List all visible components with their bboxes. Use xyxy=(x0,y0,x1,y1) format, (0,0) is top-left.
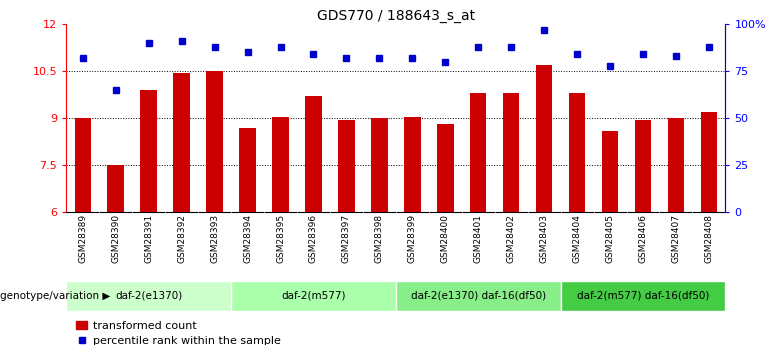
Text: GSM28396: GSM28396 xyxy=(309,214,318,263)
Text: GSM28389: GSM28389 xyxy=(78,214,87,263)
Bar xyxy=(66,281,231,310)
Text: GSM28401: GSM28401 xyxy=(473,214,483,263)
Title: GDS770 / 188643_s_at: GDS770 / 188643_s_at xyxy=(317,9,475,23)
Bar xyxy=(470,93,487,212)
Bar xyxy=(75,118,91,212)
Bar xyxy=(569,93,585,212)
Text: GSM28392: GSM28392 xyxy=(177,214,186,263)
Text: daf-2(e1370): daf-2(e1370) xyxy=(115,291,183,301)
Text: daf-2(m577): daf-2(m577) xyxy=(282,291,346,301)
Text: GSM28403: GSM28403 xyxy=(540,214,548,263)
Text: GSM28397: GSM28397 xyxy=(342,214,351,263)
Text: GSM28404: GSM28404 xyxy=(573,214,582,263)
Bar xyxy=(239,128,256,212)
Bar xyxy=(404,117,420,212)
Text: GSM28405: GSM28405 xyxy=(605,214,615,263)
Text: GSM28399: GSM28399 xyxy=(408,214,417,263)
Bar xyxy=(173,73,190,212)
Bar xyxy=(231,281,396,310)
Text: daf-2(m577) daf-16(df50): daf-2(m577) daf-16(df50) xyxy=(577,291,709,301)
Bar xyxy=(272,117,289,212)
Text: GSM28402: GSM28402 xyxy=(507,214,516,263)
Bar xyxy=(561,281,725,310)
Text: GSM28390: GSM28390 xyxy=(112,214,120,263)
Legend: transformed count, percentile rank within the sample: transformed count, percentile rank withi… xyxy=(72,316,285,345)
Bar xyxy=(536,65,552,212)
Text: GSM28395: GSM28395 xyxy=(276,214,285,263)
Bar xyxy=(207,71,223,212)
Bar xyxy=(108,165,124,212)
Text: GSM28393: GSM28393 xyxy=(210,214,219,263)
Text: GSM28406: GSM28406 xyxy=(639,214,647,263)
Bar xyxy=(668,118,684,212)
Bar xyxy=(437,125,453,212)
Text: GSM28391: GSM28391 xyxy=(144,214,153,263)
Text: GSM28407: GSM28407 xyxy=(672,214,680,263)
Bar xyxy=(700,112,717,212)
Bar xyxy=(635,120,651,212)
Text: GSM28398: GSM28398 xyxy=(375,214,384,263)
Bar xyxy=(371,118,388,212)
Text: GSM28400: GSM28400 xyxy=(441,214,450,263)
Bar xyxy=(602,131,619,212)
Bar xyxy=(503,93,519,212)
Bar xyxy=(396,281,561,310)
Bar xyxy=(140,90,157,212)
Text: GSM28394: GSM28394 xyxy=(243,214,252,263)
Bar xyxy=(305,96,321,212)
Text: genotype/variation ▶: genotype/variation ▶ xyxy=(0,291,111,301)
Text: daf-2(e1370) daf-16(df50): daf-2(e1370) daf-16(df50) xyxy=(411,291,546,301)
Bar xyxy=(339,120,355,212)
Text: GSM28408: GSM28408 xyxy=(704,214,714,263)
